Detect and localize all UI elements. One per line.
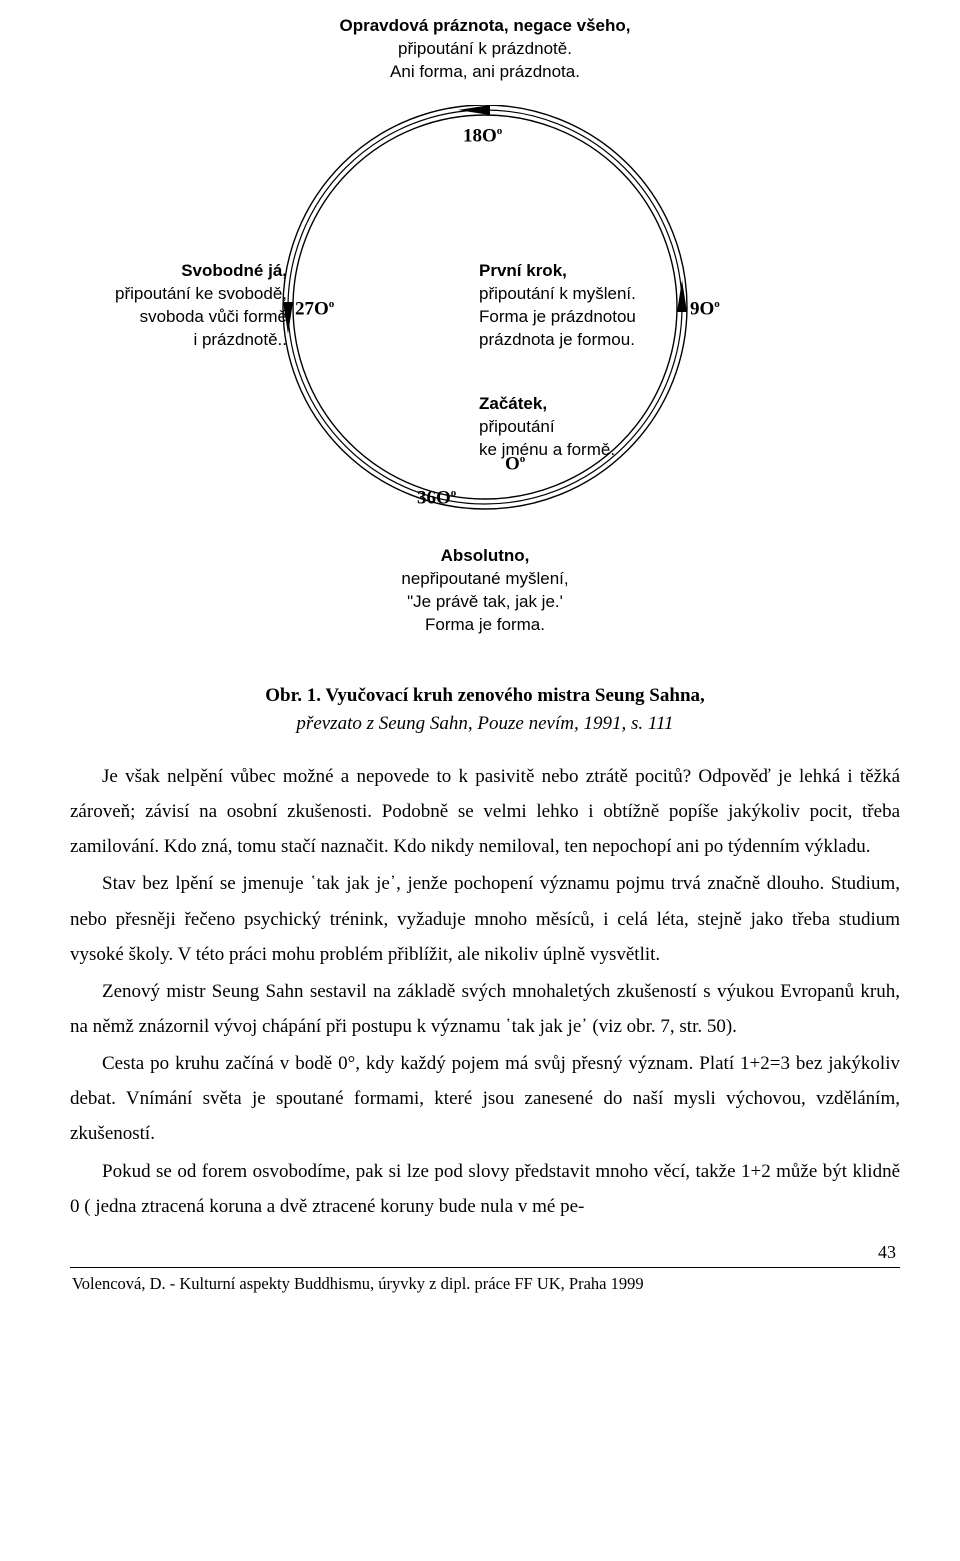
caption-start: Začátek, připoutání ke jménu a formě. [479,393,679,462]
caption-inner: První krok, připoutání k myšlení. Forma … [479,260,689,352]
caption-start-line1: Začátek, [479,394,547,413]
label-270: 27Oo [295,298,334,320]
figure-title: Obr. 1. Vyučovací kruh zenového mistra S… [70,685,900,707]
caption-top: Opravdová práznota, negace všeho, připou… [340,15,631,84]
caption-top-line1: Opravdová práznota, negace všeho, [340,16,631,35]
figure-source: převzato z Seung Sahn, Pouze nevím, 1991… [70,713,900,735]
footer-text: Volencová, D. - Kulturní aspekty Buddhis… [70,1274,900,1294]
paragraph-1: Je však nelpění vůbec možné a nepovede t… [70,759,900,864]
zen-circle-diagram: Opravdová práznota, negace všeho, připou… [75,15,895,665]
caption-start-line2: připoutání [479,417,555,436]
caption-top-line3: Ani forma, ani prázdnota. [390,62,580,81]
caption-bottom: Absolutno, nepřipoutané myšlení, "Je prá… [401,545,568,637]
paragraph-4: Cesta po kruhu začíná v bodě 0°, kdy kaž… [70,1046,900,1151]
caption-left: Svobodné já, připoutání ke svobodě, svob… [67,260,287,352]
label-90: 9Oo [690,298,720,320]
page-number: 43 [70,1242,900,1263]
caption-left-line3: svoboda vůči formě [140,307,287,326]
caption-bottom-line2: nepřipoutané myšlení, [401,569,568,588]
paragraph-3: Zenový mistr Seung Sahn sestavil na zákl… [70,974,900,1044]
caption-inner-line1: První krok, [479,261,567,280]
caption-left-line2: připoutání ke svobodě, [115,284,287,303]
caption-start-line3: ke jménu a formě. [479,440,615,459]
footer-rule [70,1267,900,1268]
label-180: 18Oo [463,125,502,147]
caption-top-line2: připoutání k prázdnotě. [398,39,572,58]
paragraph-2: Stav bez lpění se jmenuje ῾tak jak je᾽, … [70,866,900,971]
caption-inner-line3: Forma je prázdnotou [479,307,636,326]
caption-bottom-line1: Absolutno, [441,546,530,565]
caption-inner-line4: prázdnota je formou. [479,330,635,349]
label-360: 36Oo [417,487,456,509]
caption-left-line4: i prázdnotě.. [193,330,287,349]
paragraph-5: Pokud se od forem osvobodíme, pak si lze… [70,1154,900,1224]
caption-inner-line2: připoutání k myšlení. [479,284,636,303]
caption-bottom-line4: Forma je forma. [425,615,545,634]
caption-bottom-line3: "Je právě tak, jak je.' [407,592,563,611]
body-text: Je však nelpění vůbec možné a nepovede t… [70,759,900,1224]
caption-left-line1: Svobodné já, [181,261,287,280]
page: Opravdová práznota, negace všeho, připou… [0,0,960,1314]
